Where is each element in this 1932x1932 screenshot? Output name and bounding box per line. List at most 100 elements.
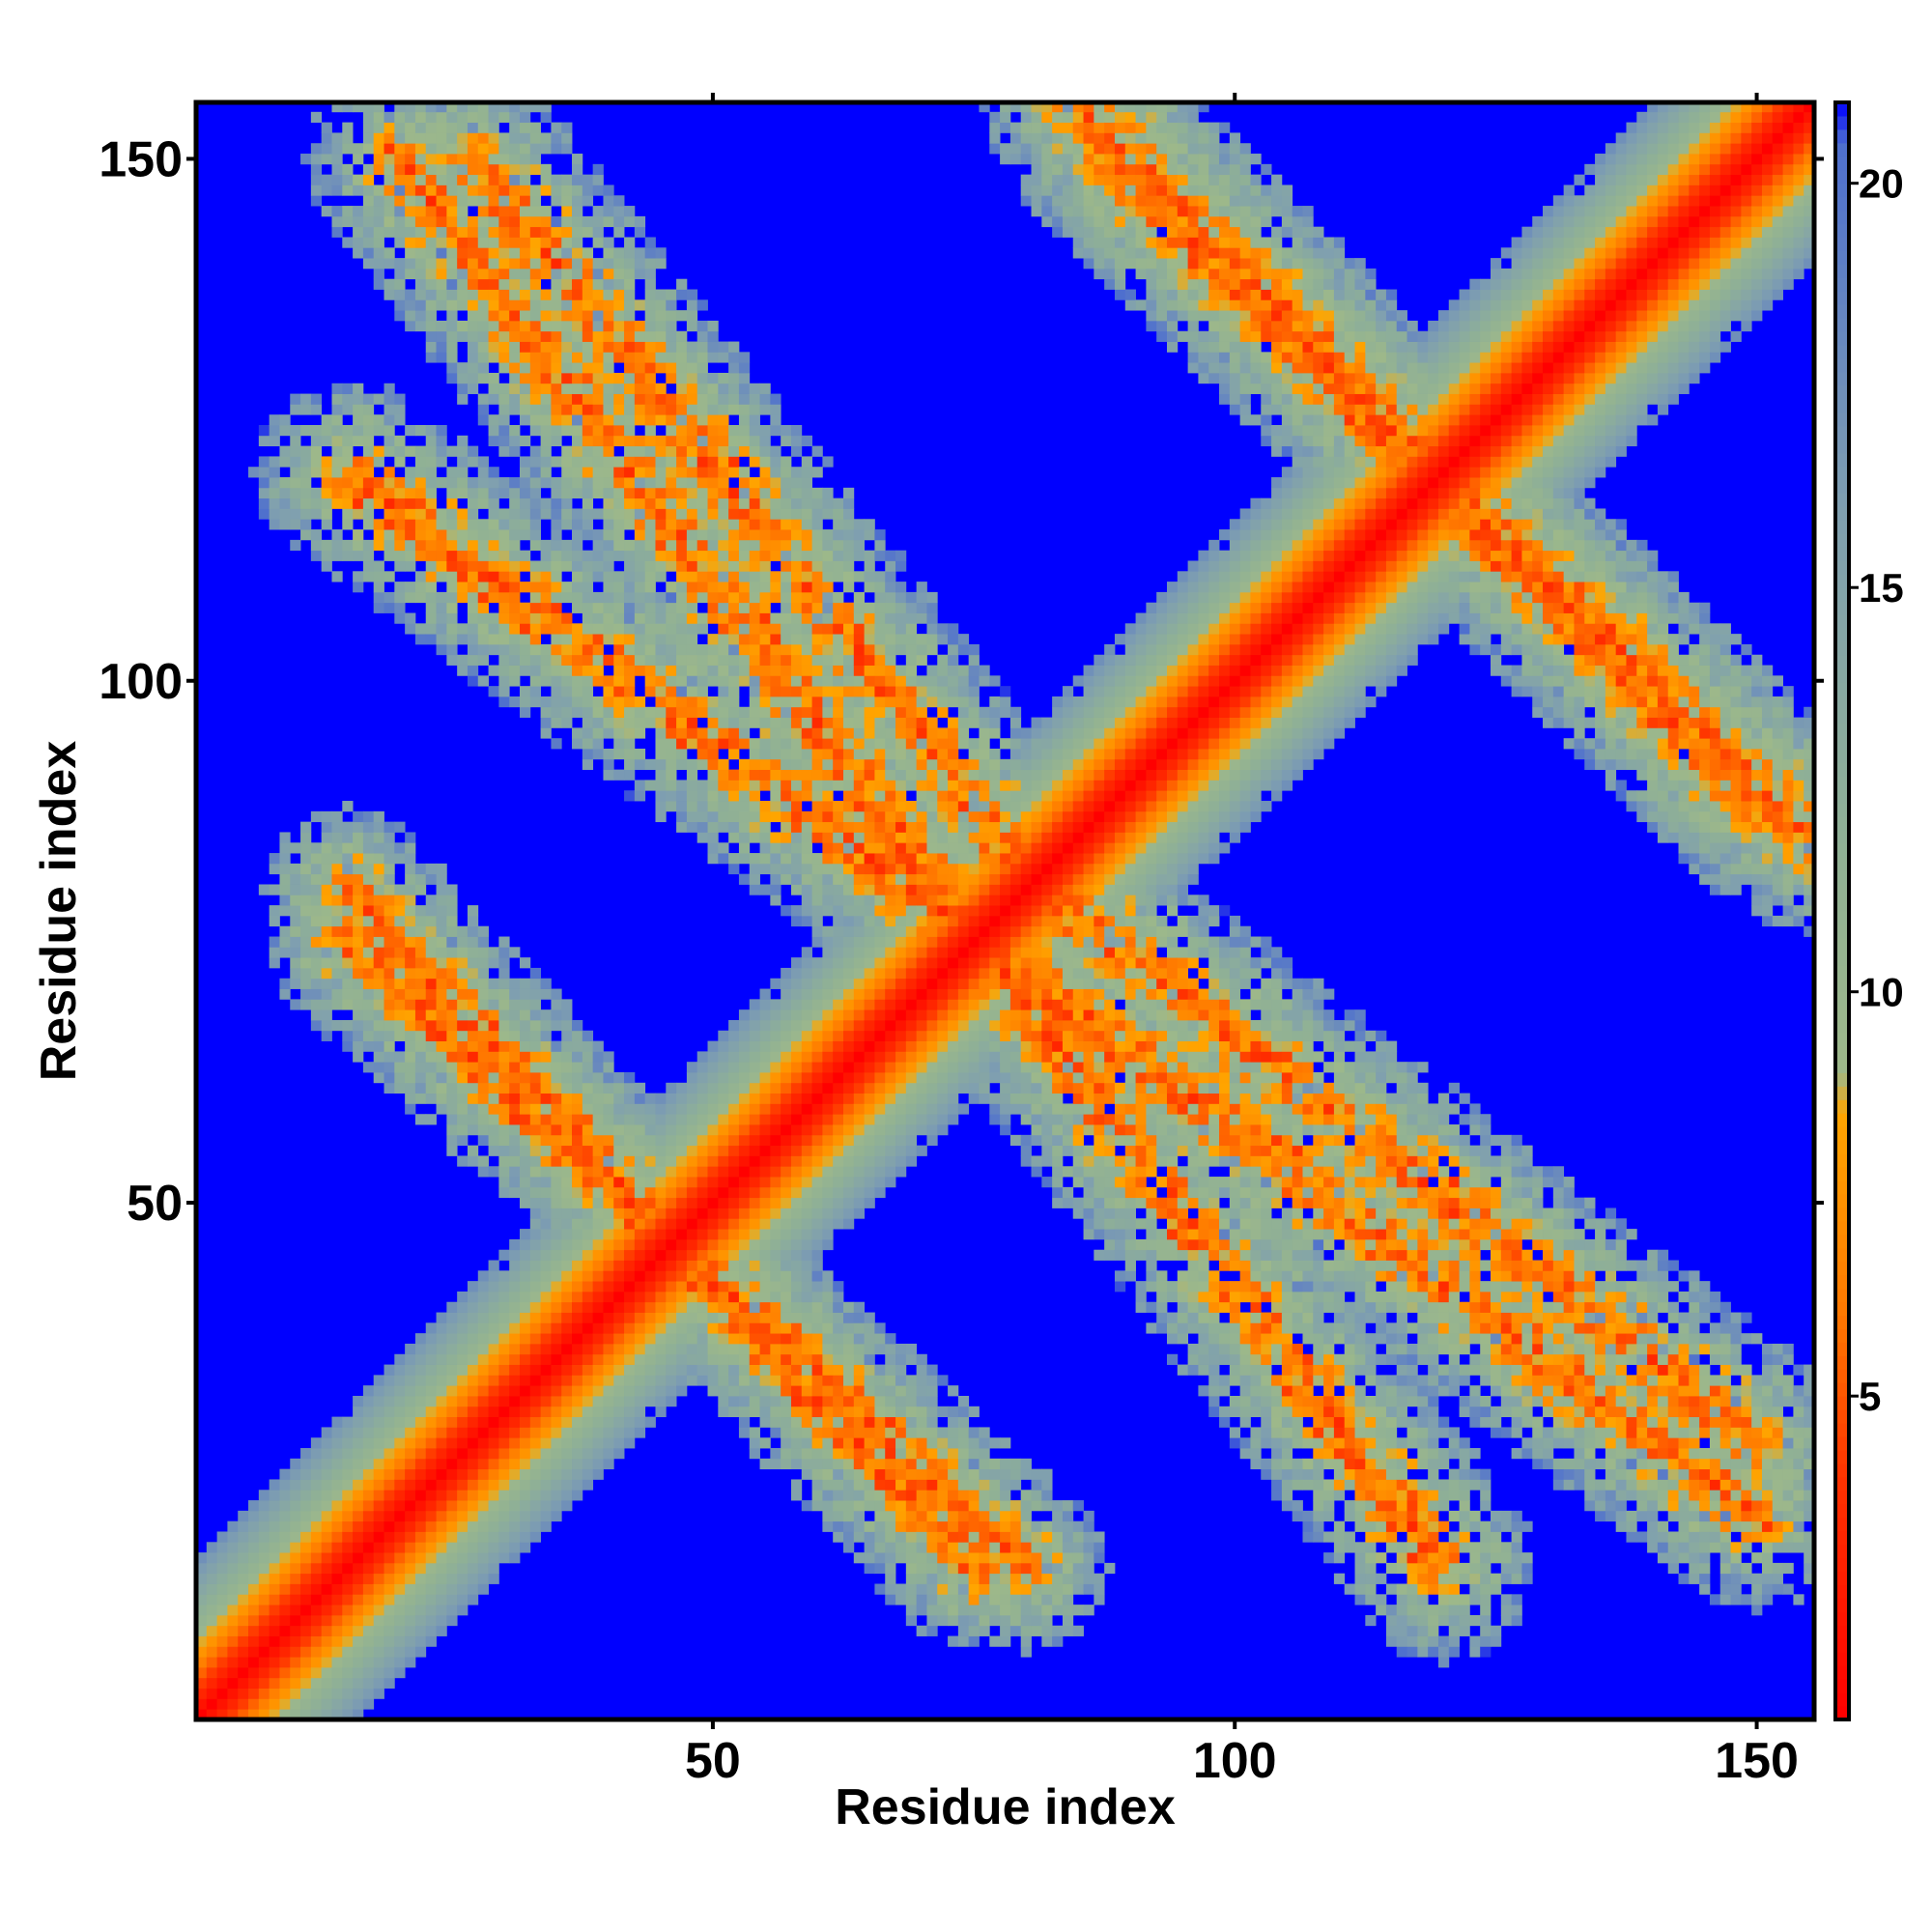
heatmap-cell <box>811 832 823 843</box>
heatmap-cell <box>405 1040 416 1052</box>
heatmap-cell <box>425 268 437 280</box>
heatmap-cell <box>707 1249 719 1261</box>
heatmap-cell <box>738 477 751 489</box>
heatmap-cell <box>624 1186 636 1199</box>
heatmap-cell <box>781 1281 792 1293</box>
heatmap-cell <box>551 122 562 133</box>
heatmap-cell <box>572 341 583 353</box>
heatmap-cell <box>457 1468 469 1480</box>
heatmap-cell <box>446 226 458 238</box>
heatmap-cell <box>405 122 416 133</box>
heatmap-cell <box>425 163 437 176</box>
heatmap-cell <box>279 1542 291 1553</box>
heatmap-cell <box>749 1406 760 1418</box>
heatmap-cell <box>759 1019 771 1032</box>
heatmap-cell <box>749 1197 760 1208</box>
heatmap-cell <box>342 456 354 468</box>
heatmap-cell <box>394 1468 406 1480</box>
heatmap-cell <box>811 1082 823 1094</box>
heatmap-cell <box>384 519 395 530</box>
heatmap-cell <box>331 1416 343 1428</box>
heatmap-cell <box>498 1072 510 1084</box>
heatmap-cell <box>686 1114 698 1125</box>
heatmap-cell <box>801 487 812 499</box>
heatmap-cell <box>592 1468 604 1480</box>
heatmap-cell <box>790 999 803 1010</box>
heatmap-cell <box>342 1416 354 1428</box>
heatmap-cell <box>269 1573 280 1584</box>
heatmap-cell <box>790 853 803 865</box>
heatmap-cell <box>781 853 792 865</box>
heatmap-cell <box>790 467 803 478</box>
heatmap-cell <box>634 445 646 457</box>
heatmap-cell <box>331 185 343 196</box>
heatmap-cell <box>405 591 416 604</box>
heatmap-cell <box>414 1542 427 1553</box>
heatmap-cell <box>582 1186 594 1199</box>
heatmap-cell <box>436 268 447 280</box>
heatmap-cell <box>394 1490 406 1501</box>
heatmap-cell <box>414 623 427 635</box>
heatmap-cell <box>655 1353 667 1365</box>
heatmap-cell <box>686 341 698 353</box>
heatmap-cell <box>666 1186 677 1199</box>
heatmap-cell <box>405 884 416 895</box>
heatmap-cell <box>310 1625 323 1636</box>
heatmap-cell <box>520 195 531 207</box>
heatmap-cell <box>425 873 437 885</box>
heatmap-cell <box>414 289 427 300</box>
heatmap-cell <box>405 936 416 948</box>
heatmap-cell <box>613 215 625 228</box>
heatmap-cell <box>353 1709 364 1720</box>
heatmap-cell <box>759 1218 771 1230</box>
heatmap-cell <box>676 529 688 541</box>
heatmap-cell <box>467 508 479 520</box>
heatmap-cell <box>728 445 740 457</box>
heatmap-cell <box>811 801 823 812</box>
heatmap-cell <box>509 111 521 124</box>
heatmap-cell <box>613 675 625 687</box>
heatmap-cell <box>509 1448 521 1460</box>
heatmap-cell <box>529 999 542 1010</box>
heatmap-cell <box>582 1406 594 1418</box>
heatmap-cell <box>394 1353 406 1365</box>
heatmap-cell <box>718 1322 729 1334</box>
heatmap-cell <box>498 550 510 561</box>
heatmap-cell <box>770 873 781 885</box>
heatmap-cell <box>561 1124 573 1136</box>
heatmap-cell <box>582 362 594 374</box>
heatmap-cell <box>686 529 698 541</box>
heatmap-cell <box>749 873 760 885</box>
heatmap-cell <box>624 487 636 499</box>
heatmap-cell <box>666 790 677 802</box>
heatmap-cell <box>331 1709 343 1720</box>
heatmap-cell <box>394 1019 406 1032</box>
heatmap-cell <box>373 1646 384 1658</box>
heatmap-cell <box>353 1396 364 1407</box>
heatmap-cell <box>467 936 479 948</box>
heatmap-cell <box>696 1353 708 1365</box>
heatmap-cell <box>582 1197 594 1208</box>
heatmap-cell <box>206 1542 218 1553</box>
heatmap-cell <box>822 1281 834 1293</box>
heatmap-cell <box>696 519 708 530</box>
heatmap-cell <box>321 1468 332 1480</box>
heatmap-cell <box>321 487 332 499</box>
heatmap-cell <box>540 268 552 280</box>
heatmap-cell <box>342 174 354 185</box>
heatmap-cell <box>446 1396 458 1407</box>
heatmap-cell <box>414 1375 427 1386</box>
heatmap-cell <box>676 1238 688 1251</box>
heatmap-cell <box>603 1124 614 1136</box>
heatmap-cell <box>655 1396 667 1407</box>
heatmap-cell <box>529 560 542 572</box>
heatmap-cell <box>696 508 708 520</box>
heatmap-cell <box>738 560 751 572</box>
heatmap-cell <box>331 1520 343 1532</box>
heatmap-cell <box>457 1583 469 1595</box>
heatmap-cell <box>624 1166 636 1178</box>
heatmap-cell <box>582 1281 594 1293</box>
heatmap-cell <box>540 706 552 718</box>
heatmap-cell <box>801 497 812 509</box>
heatmap-cell <box>498 268 510 280</box>
